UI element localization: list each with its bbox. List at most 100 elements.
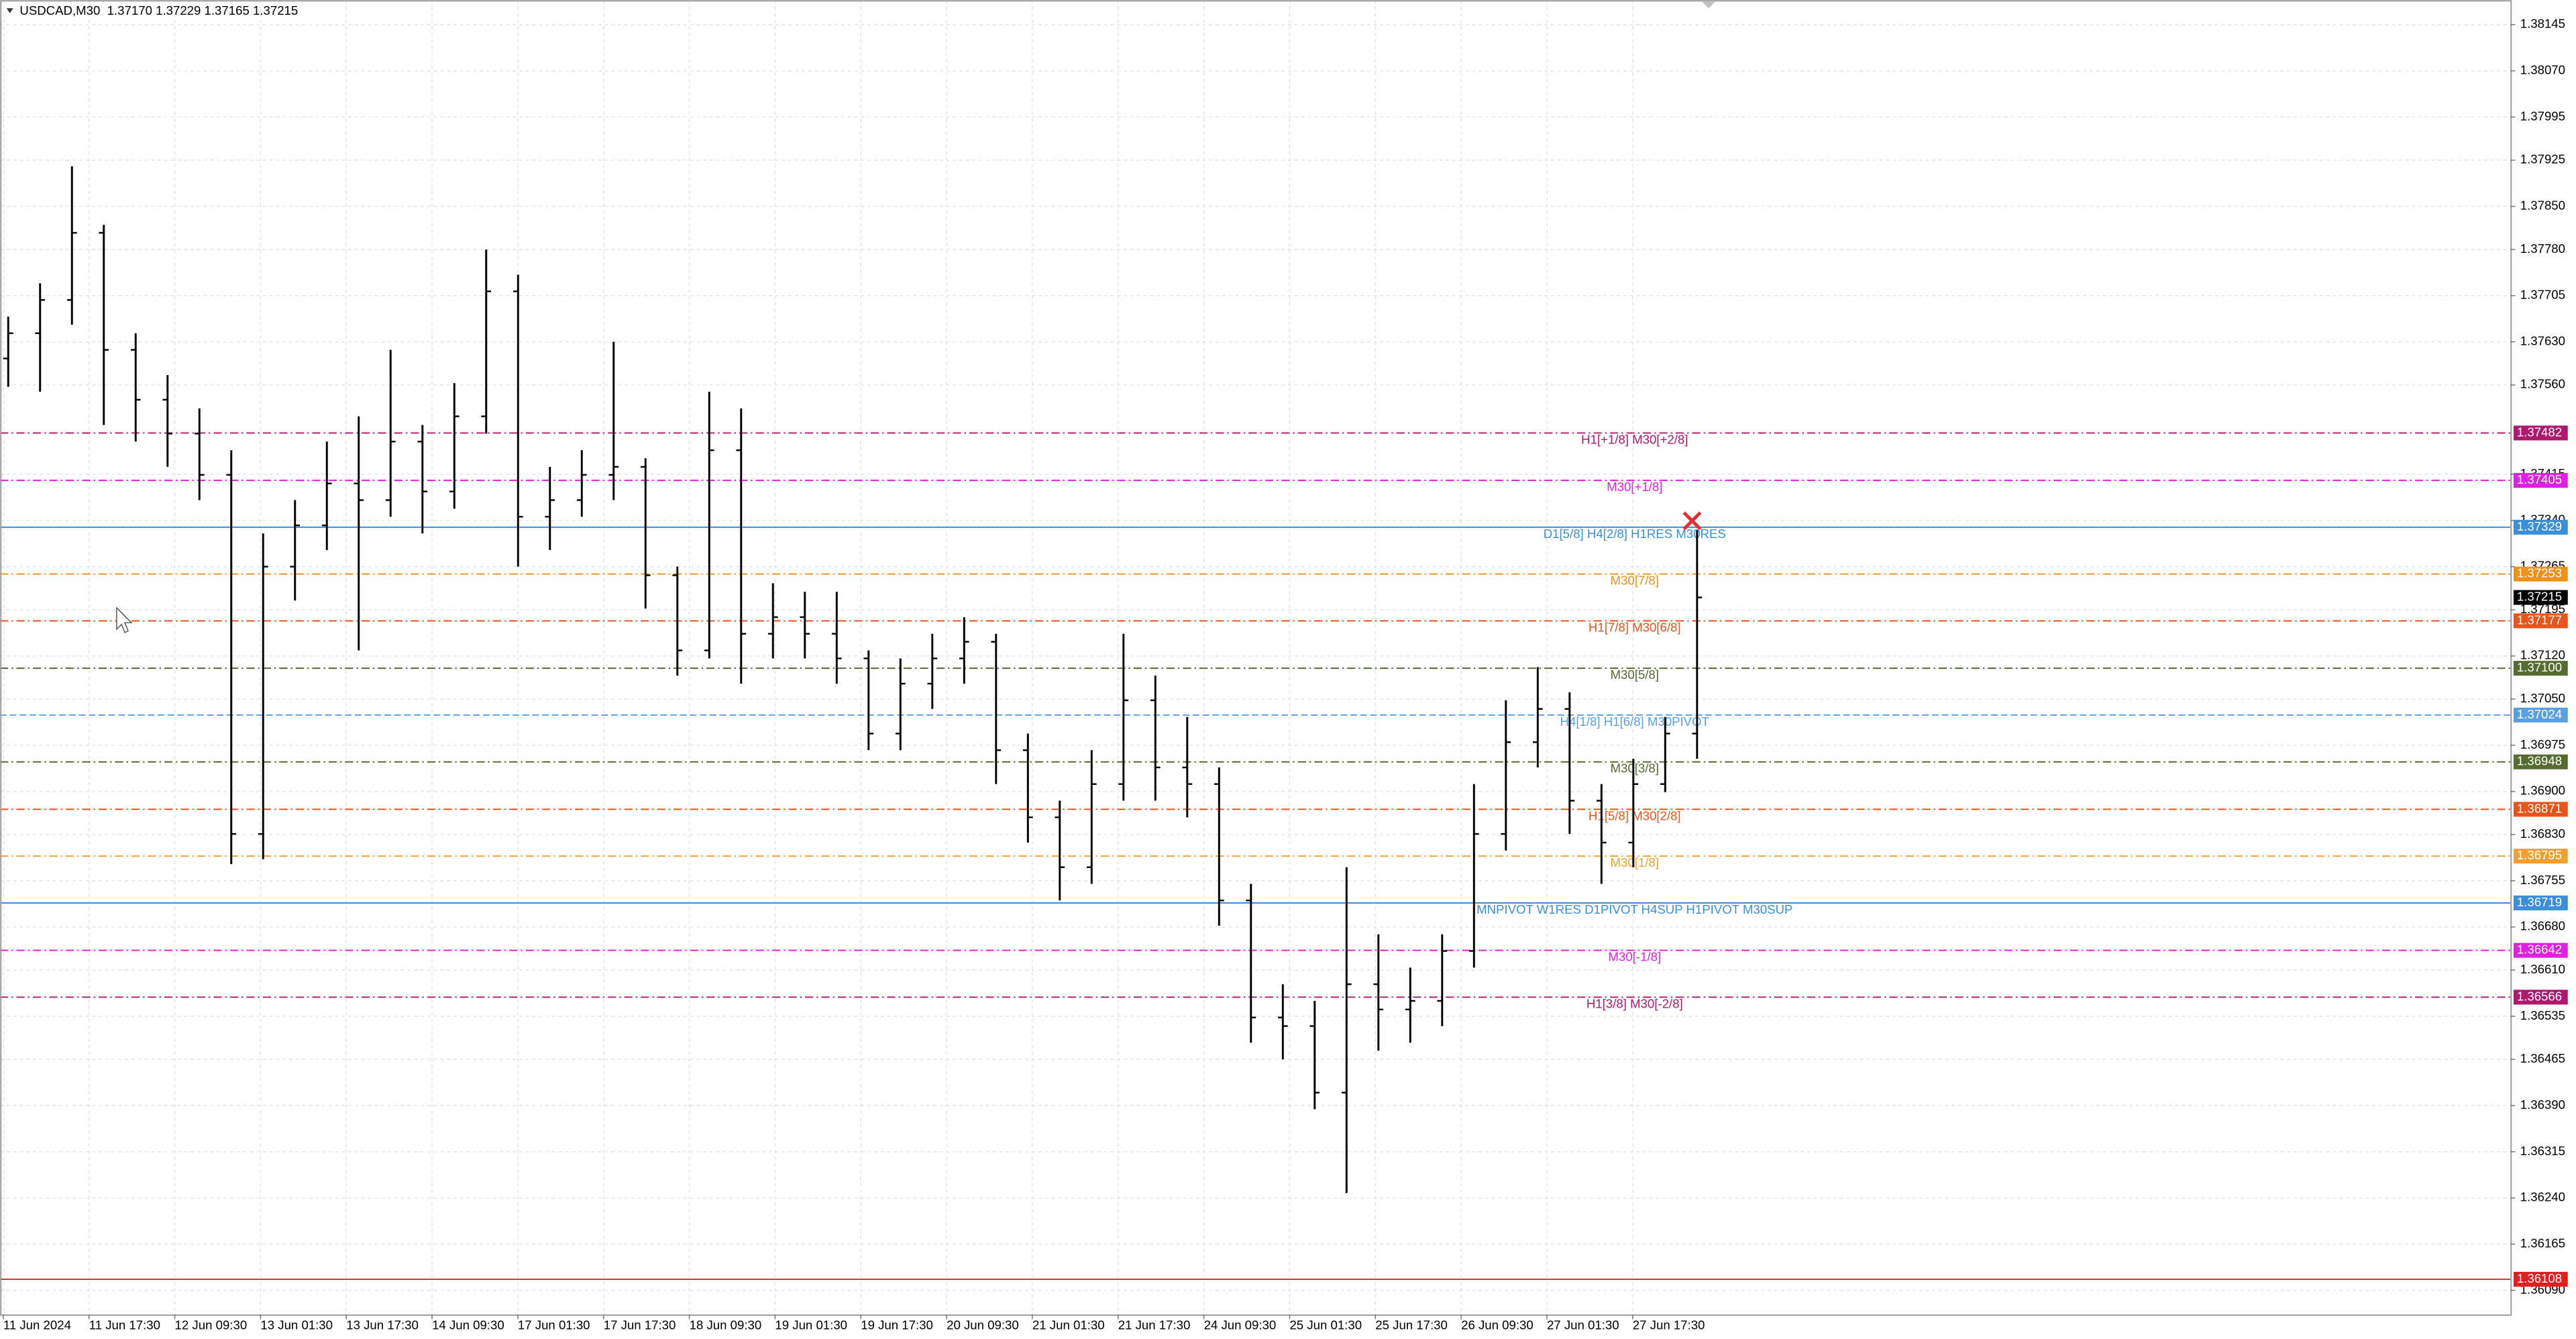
current-price-label: 1.37215 <box>2517 589 2562 603</box>
level-price-tag <box>2513 895 2568 910</box>
y-tick-label: 1.37925 <box>2520 152 2565 166</box>
level-price-tag <box>2513 1271 2568 1287</box>
x-tick-label: 13 Jun 01:30 <box>260 1318 333 1332</box>
levels: H1[+1/8] M30[+2/8] M30[+1/8] D1[5/8] H4[2/… <box>0 432 2511 1280</box>
level-price-label: 1.36871 <box>2517 801 2562 815</box>
y-tick-label: 1.36900 <box>2520 784 2565 798</box>
grid <box>0 0 2511 1315</box>
x-tick-label: 21 Jun 01:30 <box>1032 1318 1105 1332</box>
y-tick-label: 1.38070 <box>2520 63 2565 77</box>
y-tick-label: 1.37195 <box>2520 602 2565 616</box>
y-tick-label: 1.36680 <box>2520 919 2565 933</box>
level-price-tag <box>2513 661 2568 676</box>
level-label: M30[7/8] <box>1611 574 1659 588</box>
y-tick-label: 1.36830 <box>2520 826 2565 841</box>
y-tick-label: 1.36465 <box>2520 1051 2565 1065</box>
x-tick-label: 19 Jun 01:30 <box>775 1318 847 1332</box>
chart-title: USDCAD,M30 1.37170 1.37229 1.37165 1.372… <box>19 3 298 17</box>
level-price-tag <box>2513 519 2568 535</box>
level-price-label: 1.36948 <box>2517 754 2562 768</box>
y-tick-label: 1.36755 <box>2520 873 2565 887</box>
x-tick-label: 27 Jun 17:30 <box>1633 1318 1705 1332</box>
y-tick-label: 1.38145 <box>2520 17 2565 31</box>
level-label: M30[3/8] <box>1611 761 1659 775</box>
level-price-label: 1.37024 <box>2517 707 2562 721</box>
shift-marker[interactable] <box>1702 1 1715 9</box>
level-label: M30[5/8] <box>1611 667 1659 682</box>
level-price-label: 1.36566 <box>2517 989 2562 1003</box>
y-tick-label: 1.36240 <box>2520 1190 2565 1204</box>
y-tick-label: 1.36535 <box>2520 1008 2565 1022</box>
level-price-label: 1.37100 <box>2517 660 2562 674</box>
level-price-label: 1.36719 <box>2517 895 2562 909</box>
y-tick-label: 1.37050 <box>2520 691 2565 705</box>
y-tick-label: 1.37560 <box>2520 377 2565 391</box>
level-label: H4[1/8] H1[6/8] M30PIVOT <box>1560 714 1709 729</box>
level-price-label: 1.37482 <box>2517 425 2562 439</box>
y-tick-label: 1.36165 <box>2520 1236 2565 1250</box>
level-label: H1[5/8] M30[2/8] <box>1589 808 1681 822</box>
x-tick-label: 13 Jun 17:30 <box>346 1318 419 1332</box>
y-tick-label: 1.36975 <box>2520 737 2565 751</box>
level-price-label: 1.37329 <box>2517 519 2562 533</box>
x-tick-label: 25 Jun 01:30 <box>1289 1318 1362 1332</box>
time-axis: 11 Jun 2024 11 Jun 17:30 12 Jun 09:30 13 Ju… <box>3 1314 1705 1332</box>
x-tick-label: 27 Jun 01:30 <box>1547 1318 1619 1332</box>
level-price-tag <box>2513 707 2568 722</box>
x-tick-label: 11 Jun 2024 <box>3 1318 71 1332</box>
y-tick-label: 1.37705 <box>2520 288 2565 302</box>
close-marker <box>1682 511 1702 531</box>
mouse-cursor <box>116 606 133 633</box>
level-price-label: 1.37253 <box>2517 566 2562 580</box>
level-label: M30[-1/8] <box>1608 950 1661 964</box>
x-tick-label: 12 Jun 09:30 <box>175 1318 248 1332</box>
level-label: H1[7/8] M30[6/8] <box>1589 620 1681 634</box>
y-tick-label: 1.37780 <box>2520 242 2565 256</box>
level-price-tag <box>2513 473 2568 488</box>
level-price-label: 1.37177 <box>2517 612 2562 627</box>
price-axis: 1.38145 1.38070 1.37995 1.37925 1.37850 1.377… <box>2510 17 2568 1296</box>
plot-border <box>0 0 2512 1316</box>
x-tick-label: 17 Jun 01:30 <box>518 1318 590 1332</box>
x-tick-label: 19 Jun 17:30 <box>861 1318 933 1332</box>
x-tick-label: 24 Jun 09:30 <box>1204 1318 1277 1332</box>
level-price-tag <box>2513 989 2568 1005</box>
y-tick-label: 1.37995 <box>2520 109 2565 123</box>
y-tick-label: 1.36315 <box>2520 1144 2565 1158</box>
level-price-label: 1.36795 <box>2517 848 2562 862</box>
level-label: M30[+1/8] <box>1607 480 1662 494</box>
y-tick-label: 1.37120 <box>2520 648 2565 662</box>
level-label: H1[3/8] M30[-2/8] <box>1587 996 1683 1010</box>
price-bars <box>3 166 1703 1193</box>
x-tick-label: 17 Jun 17:30 <box>604 1318 676 1332</box>
x-tick-label: 25 Jun 17:30 <box>1375 1318 1448 1332</box>
level-label: H1[+1/8] M30[+2/8] <box>1581 432 1688 446</box>
level-price-tag <box>2513 425 2568 441</box>
level-price-tag <box>2513 802 2568 817</box>
menu-arrow[interactable] <box>6 8 13 13</box>
level-price-tag <box>2513 566 2568 582</box>
y-tick-label: 1.37850 <box>2520 198 2565 212</box>
y-tick-label: 1.36610 <box>2520 962 2565 976</box>
level-price-label: 1.36108 <box>2517 1271 2562 1285</box>
level-price-tag <box>2513 613 2568 629</box>
level-price-label: 1.37405 <box>2517 472 2562 486</box>
x-tick-label: 18 Jun 09:30 <box>690 1318 762 1332</box>
x-tick-label: 11 Jun 17:30 <box>89 1318 160 1332</box>
x-tick-label: 21 Jun 17:30 <box>1118 1318 1191 1332</box>
current-price-tag <box>2513 590 2568 605</box>
level-label: D1[5/8] H4[2/8] H1RES M30RES <box>1544 527 1726 541</box>
x-tick-label: 20 Jun 09:30 <box>947 1318 1019 1332</box>
level-price-tag <box>2513 943 2568 958</box>
x-tick-label: 26 Jun 09:30 <box>1461 1318 1534 1332</box>
y-tick-label: 1.37630 <box>2520 333 2565 347</box>
level-price-label: 1.36642 <box>2517 943 2562 957</box>
y-tick-label: 1.36390 <box>2520 1097 2565 1112</box>
level-label: M30[1/8] <box>1611 855 1659 869</box>
x-tick-label: 14 Jun 09:30 <box>432 1318 504 1332</box>
level-price-tag <box>2513 754 2568 769</box>
level-label: MNPIVOT W1RES D1PIVOT H4SUP H1PIVOT M30S… <box>1477 902 1792 916</box>
